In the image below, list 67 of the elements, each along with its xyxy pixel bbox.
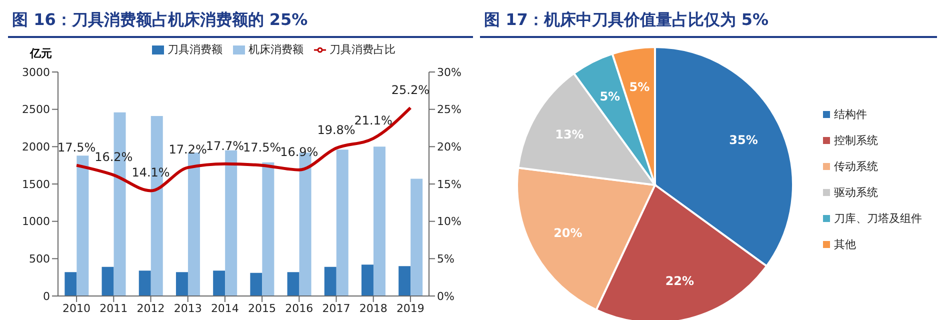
y-tick-label: 2000 xyxy=(22,140,50,154)
y-tick-label: 1000 xyxy=(22,215,50,228)
data-label: 35% xyxy=(729,132,758,147)
bar xyxy=(102,266,114,296)
bar xyxy=(64,272,77,296)
bar xyxy=(188,152,200,296)
legend-label: 结构件 xyxy=(834,108,867,121)
x-tick-label: 2019 xyxy=(396,302,424,315)
bar xyxy=(287,272,300,296)
chart-title: 图 17：机床中刀具价值量占比仅为 5% xyxy=(480,8,937,38)
x-tick-label: 2011 xyxy=(100,302,128,315)
y-axis-title: 亿元 xyxy=(30,46,52,61)
y2-tick-label: 5% xyxy=(437,252,454,266)
x-tick-label: 2014 xyxy=(210,302,239,315)
y-tick-label: 500 xyxy=(29,252,50,266)
data-label: 20% xyxy=(554,226,582,240)
data-label: 17.5% xyxy=(57,140,96,154)
y2-tick-label: 20% xyxy=(437,140,462,154)
y2-tick-label: 30% xyxy=(437,66,462,79)
chart-title: 图 16：刀具消费额占机床消费额的 25% xyxy=(8,8,473,38)
bar xyxy=(250,272,262,296)
data-label: 14.1% xyxy=(132,166,170,180)
legend-label: 刀具消费占比 xyxy=(330,43,396,56)
y2-tick-label: 0% xyxy=(437,290,454,303)
y2-tick-label: 15% xyxy=(437,178,462,191)
x-tick-label: 2015 xyxy=(248,302,276,315)
bar xyxy=(361,264,374,296)
bar xyxy=(138,270,151,296)
bar xyxy=(213,270,226,296)
legend-label: 控制系统 xyxy=(834,134,878,147)
data-label: 5% xyxy=(600,89,620,104)
data-label: 17.2% xyxy=(168,142,207,157)
y2-tick-label: 25% xyxy=(437,103,462,116)
bar xyxy=(373,146,386,296)
bar xyxy=(410,178,423,296)
legend-label: 其他 xyxy=(834,238,856,251)
data-label: 22% xyxy=(665,274,694,288)
data-label: 17.7% xyxy=(206,138,244,153)
y-tick-label: 3000 xyxy=(22,66,50,79)
legend-label: 刀具消费额 xyxy=(168,43,222,56)
data-label: 17.5% xyxy=(242,140,282,154)
bar xyxy=(76,156,89,296)
legend-label: 刀库、刀塔及组件 xyxy=(834,212,922,225)
data-label: 19.8% xyxy=(317,123,356,138)
bar xyxy=(398,266,411,296)
legend-label: 驱动系统 xyxy=(834,186,878,199)
data-label: 21.1% xyxy=(354,113,392,128)
data-label: 16.9% xyxy=(280,144,318,159)
bar xyxy=(225,150,238,296)
y-tick-label: 1500 xyxy=(22,178,50,191)
x-tick-label: 2016 xyxy=(285,302,314,315)
x-tick-label: 2012 xyxy=(136,302,165,315)
data-label: 5% xyxy=(629,80,650,94)
x-tick-label: 2017 xyxy=(322,302,350,315)
y-tick-label: 2500 xyxy=(22,103,50,116)
y-tick-label: 0 xyxy=(43,290,50,303)
x-tick-label: 2010 xyxy=(62,302,91,315)
legend-label: 传动系统 xyxy=(834,160,878,173)
bar xyxy=(336,150,348,296)
bar xyxy=(176,272,188,296)
x-tick-label: 2013 xyxy=(174,302,202,315)
legend-label: 机床消费额 xyxy=(248,43,304,56)
bar xyxy=(324,266,336,296)
data-label: 16.2% xyxy=(94,150,133,164)
x-tick-label: 2018 xyxy=(359,302,388,315)
y2-tick-label: 10% xyxy=(437,215,462,228)
bar xyxy=(262,162,274,296)
